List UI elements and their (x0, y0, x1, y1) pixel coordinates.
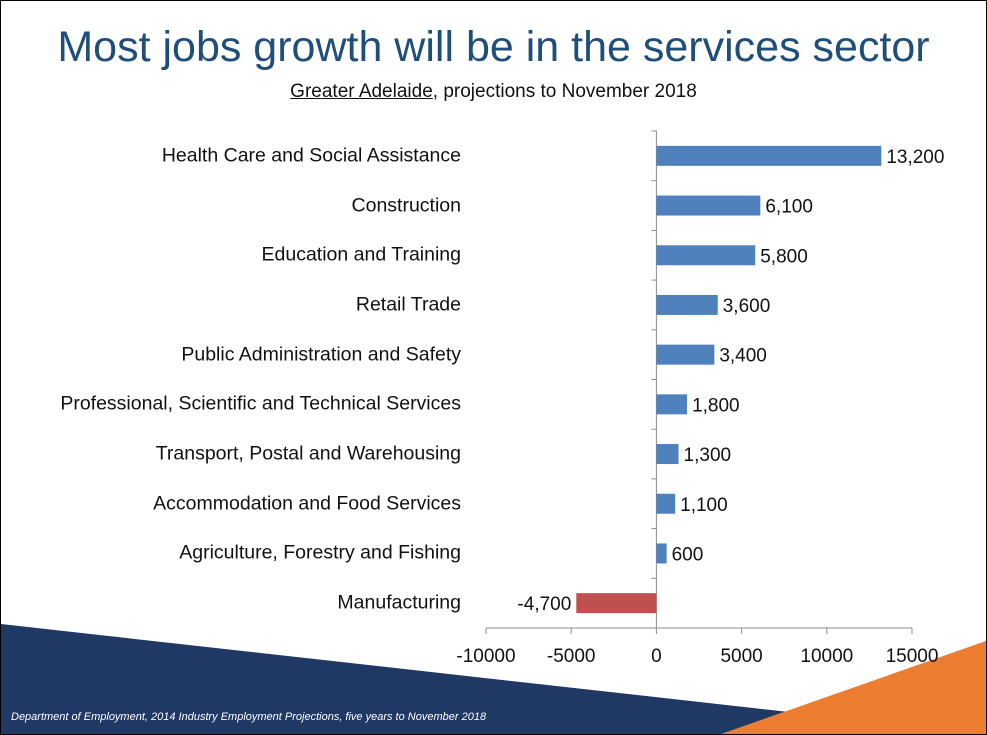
bar (656, 145, 882, 166)
data-label: 5,800 (760, 246, 808, 267)
x-tick-label: 10000 (800, 646, 853, 667)
data-label: 1,800 (692, 395, 740, 416)
category-label: Education and Training (261, 243, 461, 266)
category-label: Accommodation and Food Services (153, 492, 461, 515)
bar (656, 294, 718, 315)
x-tick-label: -10000 (456, 646, 515, 667)
bar (656, 444, 679, 465)
data-label: 3,400 (719, 346, 767, 367)
category-label: Health Care and Social Assistance (161, 144, 461, 167)
bar (656, 394, 688, 415)
data-label: 600 (672, 544, 704, 565)
data-label: 1,100 (680, 495, 728, 516)
source-note: Department of Employment, 2014 Industry … (11, 711, 487, 723)
bar (576, 593, 657, 614)
data-label: 1,300 (684, 445, 732, 466)
data-label: 3,600 (723, 296, 771, 317)
bar (656, 245, 756, 266)
slide-subtitle: Greater Adelaide, projections to Novembe… (1, 81, 986, 103)
x-tick-label: 0 (651, 646, 662, 667)
category-label: Transport, Postal and Warehousing (155, 442, 461, 465)
x-tick-label: 15000 (886, 646, 939, 667)
bar (656, 195, 761, 216)
category-label: Manufacturing (337, 591, 461, 614)
slide-title: Most jobs growth will be in the services… (57, 23, 930, 71)
category-label: Retail Trade (355, 293, 461, 316)
category-label: Construction (351, 194, 461, 217)
x-tick-label: 5000 (720, 646, 762, 667)
bar (656, 543, 667, 564)
decor-navy-band (1, 624, 986, 734)
data-label: 6,100 (765, 197, 813, 218)
category-label: Public Administration and Safety (181, 343, 461, 366)
subtitle-region: Greater Adelaide (290, 81, 433, 102)
decor-orange-wedge (721, 641, 986, 734)
bar (656, 493, 676, 514)
category-label: Agriculture, Forestry and Fishing (179, 541, 461, 564)
data-label: -4,700 (517, 594, 571, 615)
x-tick-label: -5000 (547, 646, 596, 667)
data-label: 13,200 (886, 147, 944, 168)
subtitle-rest: , projections to November 2018 (432, 81, 697, 102)
category-label: Professional, Scientific and Technical S… (60, 392, 461, 415)
bar (656, 344, 715, 365)
